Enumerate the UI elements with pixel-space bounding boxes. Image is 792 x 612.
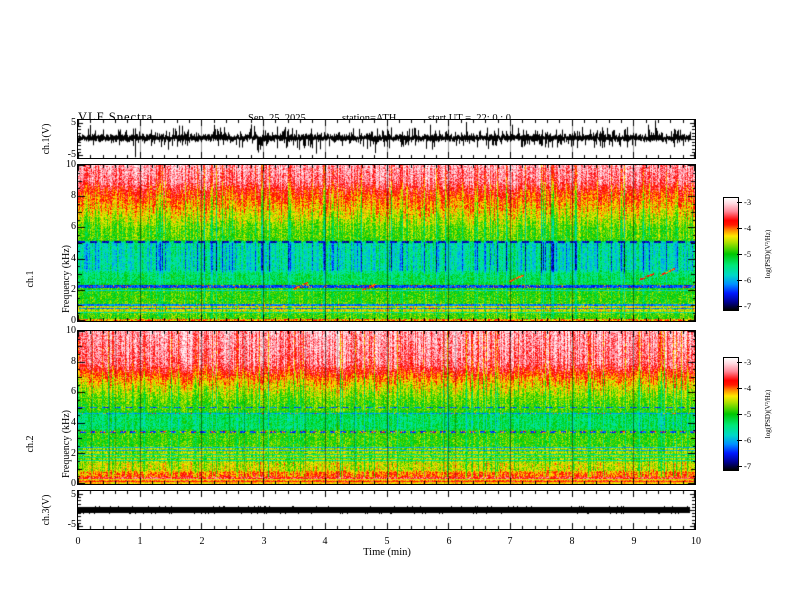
ch2-spec-frequency-label: Frequency (kHz) [61, 409, 72, 479]
x-tick: 6 [446, 536, 452, 547]
ch2-spec-ytick: 0 [71, 478, 76, 489]
ch2-spec-ytick: 2 [71, 448, 76, 459]
x-tick: 5 [384, 536, 390, 547]
colorbar-ch1-tick-label: -6 [744, 275, 752, 285]
colorbar-tick [737, 362, 742, 363]
colorbar-ch2-tick-label: -3 [744, 357, 752, 367]
ch1-wave-axis-label: ch.1(V) [41, 123, 52, 155]
colorbar-ch2-label: log(PSD)(V²/Hz) [764, 389, 772, 439]
colorbar-ch2-tick-label: -5 [744, 409, 752, 419]
ch2-spec-ytick: 8 [71, 356, 76, 367]
ch1-spec-frequency-label: Frequency (kHz) [61, 244, 72, 314]
ch3-wave-ytick: 5 [71, 489, 76, 500]
x-tick: 0 [75, 536, 81, 547]
ch3-waveform-canvas [78, 491, 695, 529]
ch1-wave-ytick: -5 [67, 149, 76, 160]
colorbar-tick [737, 280, 742, 281]
ch1-spec-ytick: 2 [71, 284, 76, 295]
ch2-spec-channel-label: ch.2 [25, 435, 36, 453]
colorbar-ch1-label: log(PSD)(V²/Hz) [764, 229, 772, 279]
colorbar-ch2-tick-label: -4 [744, 383, 752, 393]
ch2-spec-ytick: 4 [71, 417, 76, 428]
ch1-spec-channel-label: ch.1 [25, 270, 36, 288]
start-ut-label: start UT = 22: 0 : 0 [428, 113, 511, 125]
x-axis-label: Time (min) [363, 547, 411, 558]
ch1-spec-ytick: 6 [71, 221, 76, 232]
ch1-spectrogram-canvas [78, 165, 695, 321]
ch3-wave-ytick: -5 [67, 519, 76, 530]
ch2-spec-ytick: 6 [71, 386, 76, 397]
ch1-spec-ytick: 10 [66, 159, 76, 170]
ch1-spec-ytick: 0 [71, 315, 76, 326]
colorbar-ch1-tick-label: -4 [744, 223, 752, 233]
colorbar-tick [737, 440, 742, 441]
ch1-spec-ytick: 4 [71, 253, 76, 264]
ch2-spectrogram-canvas [78, 331, 695, 484]
x-tick: 10 [691, 536, 701, 547]
x-tick: 2 [199, 536, 205, 547]
ch1-spec-axis-label: ch.1 Frequency (kHz) [1, 222, 97, 336]
colorbar-tick [737, 306, 742, 307]
colorbar-ch1-tick-label: -5 [744, 249, 752, 259]
ch1-spectrogram-panel [77, 164, 696, 322]
ch3-waveform-panel [77, 490, 696, 530]
colorbar-tick [737, 388, 742, 389]
colorbar-tick [737, 202, 742, 203]
colorbar-ch1-tick-label: -7 [744, 301, 752, 311]
x-tick: 8 [569, 536, 575, 547]
ch1-waveform-canvas [78, 120, 695, 158]
colorbar-ch1-tick-label: -3 [744, 197, 752, 207]
colorbar-ch2-tick-label: -7 [744, 461, 752, 471]
x-tick: 4 [322, 536, 328, 547]
ch2-spectrogram-panel [77, 330, 696, 485]
ch3-wave-axis-label: ch.3(V) [41, 494, 52, 526]
colorbar-tick [737, 466, 742, 467]
ch2-spec-ytick: 10 [66, 325, 76, 336]
x-tick: 7 [507, 536, 513, 547]
station-label: station=ATH [342, 113, 396, 125]
ch1-waveform-panel [77, 119, 696, 159]
ch1-wave-ytick: 5 [71, 117, 76, 128]
colorbar-tick [737, 414, 742, 415]
colorbar-tick [737, 228, 742, 229]
colorbar-ch2-tick-label: -6 [744, 435, 752, 445]
x-tick: 9 [631, 536, 637, 547]
date-label: Sep. 25, 2025 [248, 113, 306, 125]
x-tick: 3 [261, 536, 267, 547]
ch1-spec-ytick: 8 [71, 190, 76, 201]
colorbar-tick [737, 254, 742, 255]
x-tick: 1 [137, 536, 143, 547]
